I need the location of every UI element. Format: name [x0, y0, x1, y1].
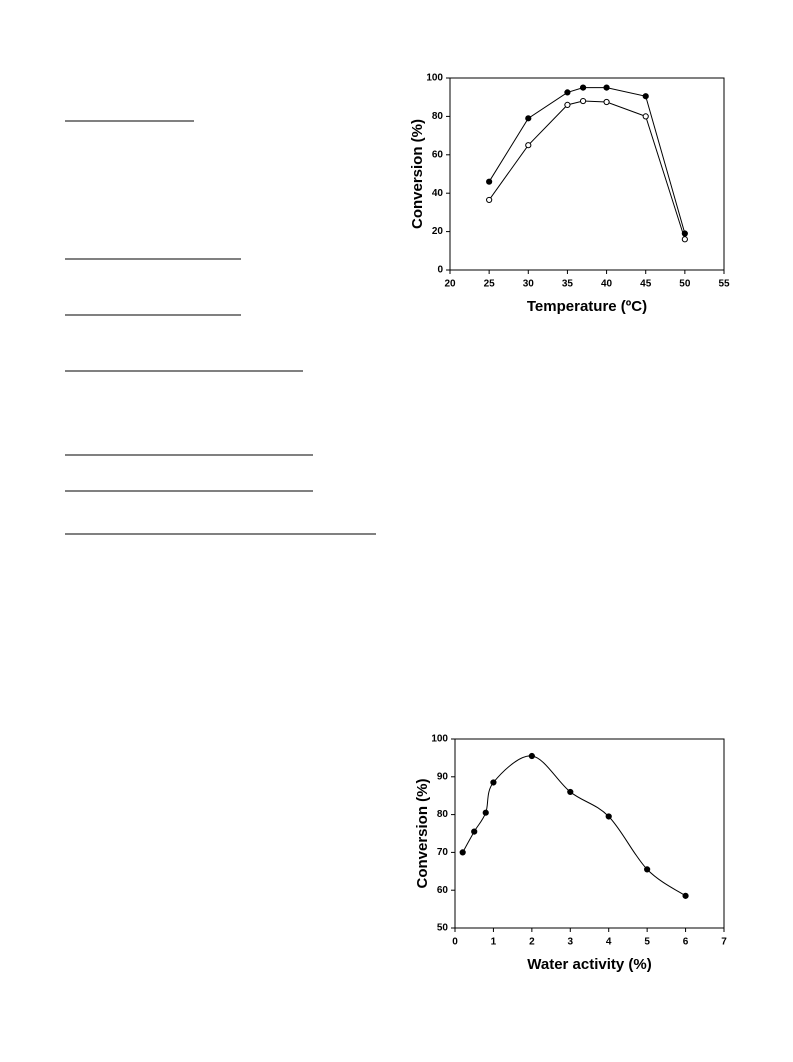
x-tick-label: 7 [721, 937, 727, 948]
data-point [681, 236, 688, 243]
plot-frame [449, 77, 725, 271]
y-tick-label: 40 [432, 188, 444, 199]
data-point [471, 828, 478, 835]
data-point [605, 813, 612, 820]
y-axis-title: Conversion (%) [409, 119, 426, 229]
y-tick-label: 100 [426, 73, 443, 84]
x-tick-label: 6 [683, 937, 689, 948]
series-line [488, 100, 686, 240]
x-axis-title: Temperature (ºC) [527, 298, 647, 315]
y-axis-title: Conversion (%) [414, 778, 431, 888]
data-point [528, 752, 535, 760]
y-tick-label: 60 [437, 885, 449, 896]
series-line [462, 755, 686, 897]
x-axis-title: Water activity (%) [527, 956, 651, 973]
data-point [525, 115, 532, 122]
data-point [486, 178, 493, 185]
data-point [579, 84, 587, 91]
x-tick-label: 30 [523, 279, 535, 290]
data-point [579, 97, 587, 105]
data-point [525, 142, 532, 149]
x-tick-label: 45 [640, 279, 652, 290]
y-tick-label: 50 [437, 923, 449, 934]
x-tick-label: 4 [606, 937, 612, 948]
blank-lines [65, 120, 376, 535]
x-tick-label: 25 [484, 279, 496, 290]
data-point [567, 788, 574, 796]
y-tick-label: 60 [432, 149, 444, 160]
x-tick-label: 0 [452, 937, 458, 948]
x-tick-label: 2 [529, 937, 535, 948]
y-tick-label: 90 [437, 771, 449, 782]
data-point [603, 98, 610, 106]
data-point [482, 809, 489, 816]
y-tick-label: 20 [432, 226, 444, 237]
data-point [486, 196, 493, 204]
y-tick-label: 80 [437, 809, 449, 820]
y-tick-label: 100 [431, 734, 448, 745]
y-tick-label: 0 [437, 265, 443, 276]
data-point [644, 866, 651, 873]
data-point [564, 101, 571, 108]
x-tick-label: 20 [444, 279, 456, 290]
x-tick-label: 50 [679, 279, 691, 290]
data-point [603, 84, 610, 91]
plot-frame [454, 738, 725, 929]
x-tick-label: 35 [562, 279, 574, 290]
y-tick-label: 70 [437, 847, 449, 858]
y-tick-label: 80 [432, 111, 444, 122]
data-point [682, 892, 689, 899]
x-tick-label: 55 [718, 279, 730, 290]
data-point [642, 113, 649, 120]
data-point [564, 89, 571, 96]
series-line [488, 87, 686, 234]
x-tick-label: 3 [568, 937, 574, 948]
data-point [459, 849, 466, 856]
x-tick-label: 40 [601, 279, 613, 290]
x-tick-label: 1 [491, 937, 497, 948]
x-tick-label: 5 [644, 937, 650, 948]
data-point [642, 93, 649, 100]
data-point [490, 779, 497, 786]
